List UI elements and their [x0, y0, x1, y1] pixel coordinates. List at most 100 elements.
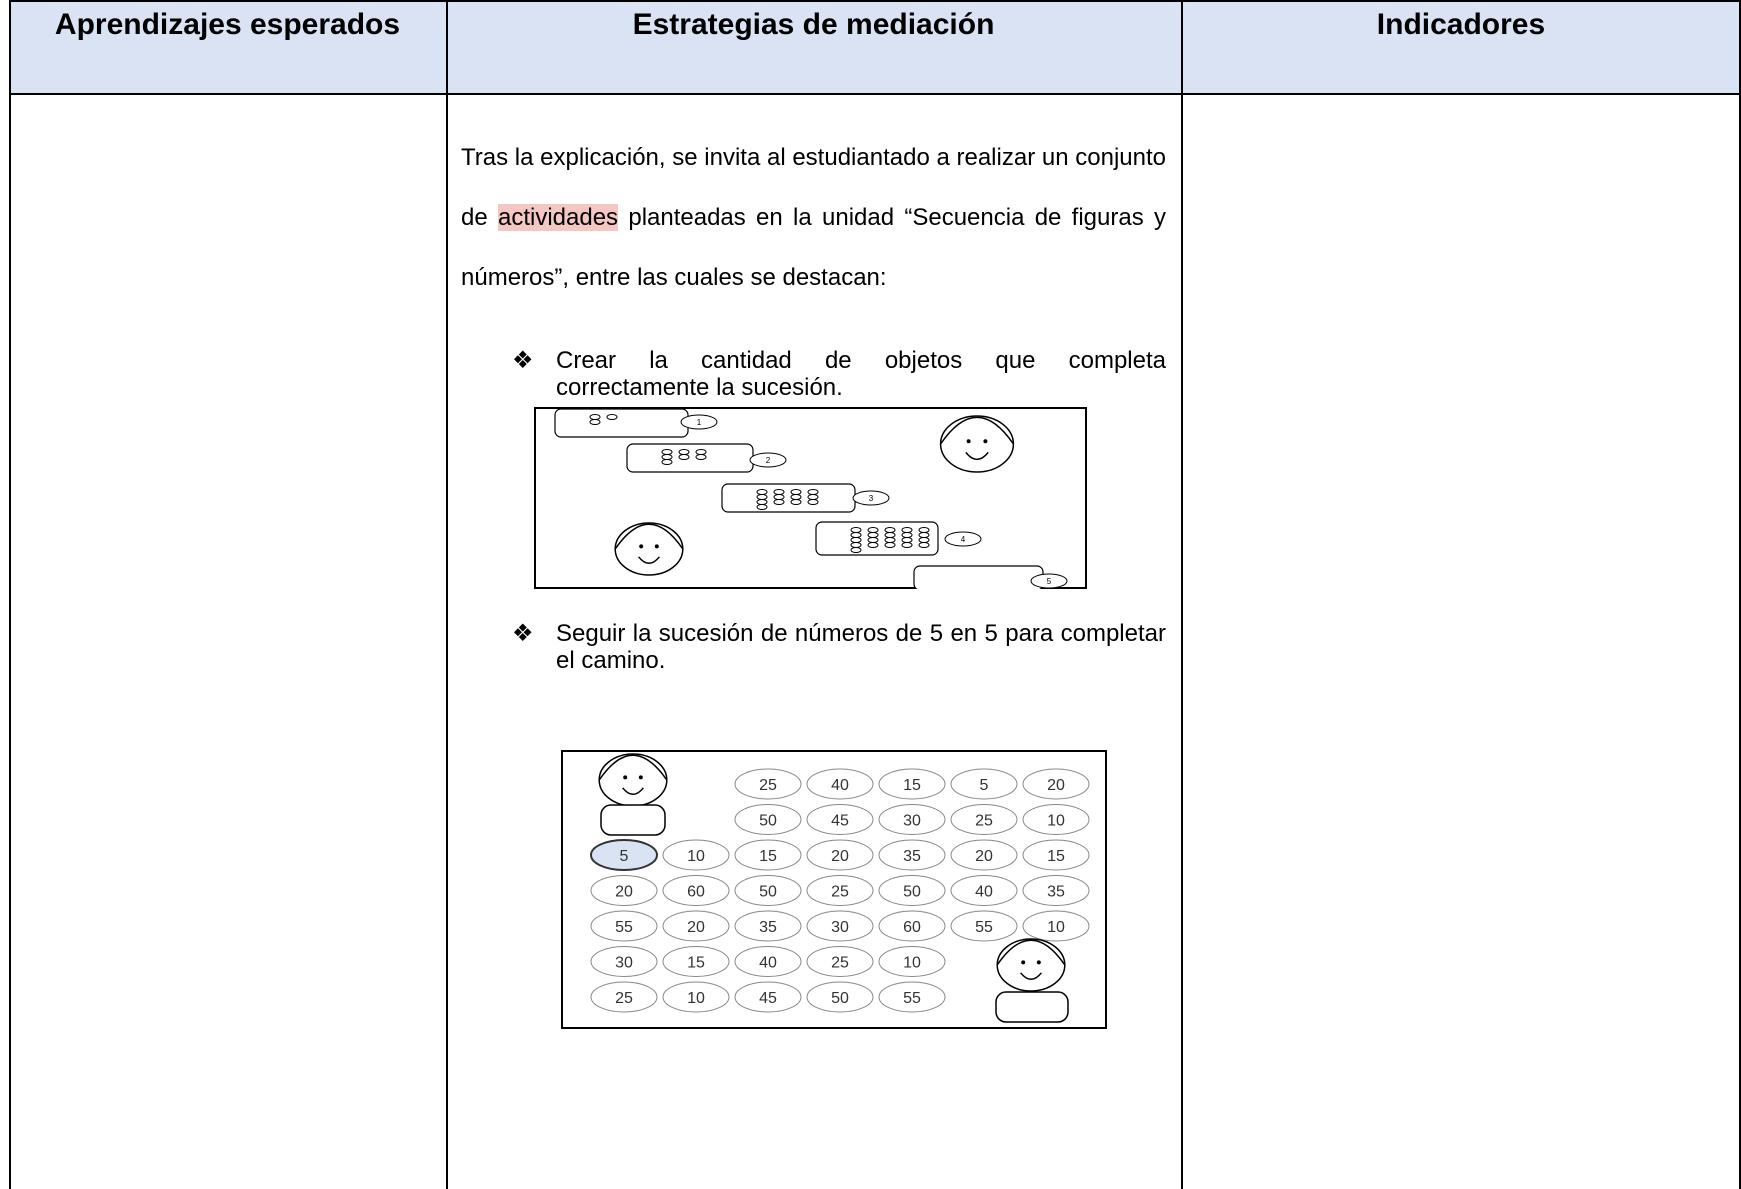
number-cell: [734, 910, 802, 942]
number: 25: [759, 777, 777, 794]
face: [939, 415, 1015, 473]
eye: [638, 775, 643, 780]
object-dot: [606, 414, 618, 420]
number: 5: [980, 777, 989, 794]
object-dot: [901, 542, 913, 548]
header-cell: Estrategias de mediación: [632, 8, 995, 41]
number: 55: [615, 919, 633, 936]
object-dot: [661, 459, 673, 465]
number-cell: [878, 839, 946, 871]
text: planteadas en la unidad “Secuencia de fi…: [461, 204, 1166, 291]
object-box: [554, 408, 689, 438]
number: 5: [620, 848, 629, 865]
object-dot: [884, 542, 896, 548]
eye: [966, 439, 971, 444]
number: 35: [1047, 884, 1065, 901]
object-box: [626, 443, 754, 473]
number: 40: [975, 884, 993, 901]
number-cell: [734, 768, 802, 800]
number-cell: [950, 804, 1018, 835]
number-cell: [734, 946, 802, 977]
object-dot: [695, 454, 707, 460]
number: 10: [687, 990, 705, 1007]
label: 1: [697, 418, 702, 427]
number-cell: [806, 768, 874, 800]
number: 60: [903, 919, 921, 936]
eye: [1021, 960, 1026, 965]
number: 15: [903, 777, 921, 794]
number-cell: [878, 768, 946, 800]
number-cell: [662, 839, 730, 871]
label: 4: [961, 535, 966, 544]
number: 25: [975, 813, 993, 830]
header-row: [9, 0, 1741, 93]
mouth: [638, 556, 660, 565]
number-cell: [806, 875, 874, 906]
label-bubble: [680, 414, 718, 430]
hair: [996, 939, 1066, 966]
number-cell: [950, 910, 1018, 942]
number: 25: [831, 955, 849, 972]
object-dot: [867, 542, 879, 548]
number: 30: [831, 919, 849, 936]
number-cell: [590, 875, 658, 906]
number-cell: [878, 910, 946, 942]
face: [614, 522, 684, 576]
number: 50: [759, 884, 777, 901]
number: 25: [615, 990, 633, 1007]
number: 55: [903, 990, 921, 1007]
number-cell: [1022, 875, 1090, 906]
border: [1181, 0, 1183, 1189]
number: 35: [759, 919, 777, 936]
figure-number-path: 25 40 15 5 20 50 45 30 25 10 5 10 15 20 35 20 15 20 60 50 25…: [561, 750, 1107, 1029]
number: 15: [1047, 848, 1065, 865]
number-cell: [806, 804, 874, 835]
number-cell: [806, 839, 874, 871]
number-cell: [662, 946, 730, 977]
number: 20: [615, 884, 633, 901]
number-cell: [1022, 768, 1090, 800]
number: 50: [903, 884, 921, 901]
number-cell: [662, 981, 730, 1013]
mouth: [1020, 972, 1042, 981]
label: 5: [1047, 577, 1052, 586]
object-dot: [678, 454, 690, 460]
number: 30: [903, 813, 921, 830]
object-box: [913, 565, 1044, 589]
figure-objects: 1 2 3 4 5: [534, 407, 1087, 589]
border: [1739, 0, 1741, 1189]
number: 40: [759, 955, 777, 972]
label: 3: [869, 494, 874, 503]
object-dot: [850, 547, 862, 553]
object-dot: [807, 499, 819, 505]
number-cell: [662, 910, 730, 942]
bullet-symbol: ❖: [512, 347, 534, 374]
number: 60: [687, 884, 705, 901]
label-bubble: [1030, 573, 1068, 589]
number-cell: [878, 804, 946, 835]
bullet-symbol: ❖: [512, 620, 534, 647]
number: 55: [975, 919, 993, 936]
number-cell: [806, 981, 874, 1013]
number: 45: [759, 990, 777, 1007]
mouth: [622, 787, 644, 796]
number: 20: [831, 848, 849, 865]
paragraph: Tras la explicación, se invita al estudi…: [461, 128, 1166, 308]
label-bubble: [944, 531, 982, 547]
number: 50: [831, 990, 849, 1007]
number-cell: [950, 768, 1018, 800]
eye: [623, 775, 628, 780]
hair: [598, 754, 668, 781]
number: 20: [687, 919, 705, 936]
bullet-text: Crear la cantidad de objetos que complet…: [556, 347, 1166, 401]
eye: [1036, 960, 1041, 965]
object-dot: [918, 542, 930, 548]
number: 15: [687, 955, 705, 972]
label-bubble: [749, 452, 787, 468]
number: 35: [903, 848, 921, 865]
number: 10: [903, 955, 921, 972]
number: 40: [831, 777, 849, 794]
number-cell: [950, 875, 1018, 906]
number-cell: [734, 875, 802, 906]
